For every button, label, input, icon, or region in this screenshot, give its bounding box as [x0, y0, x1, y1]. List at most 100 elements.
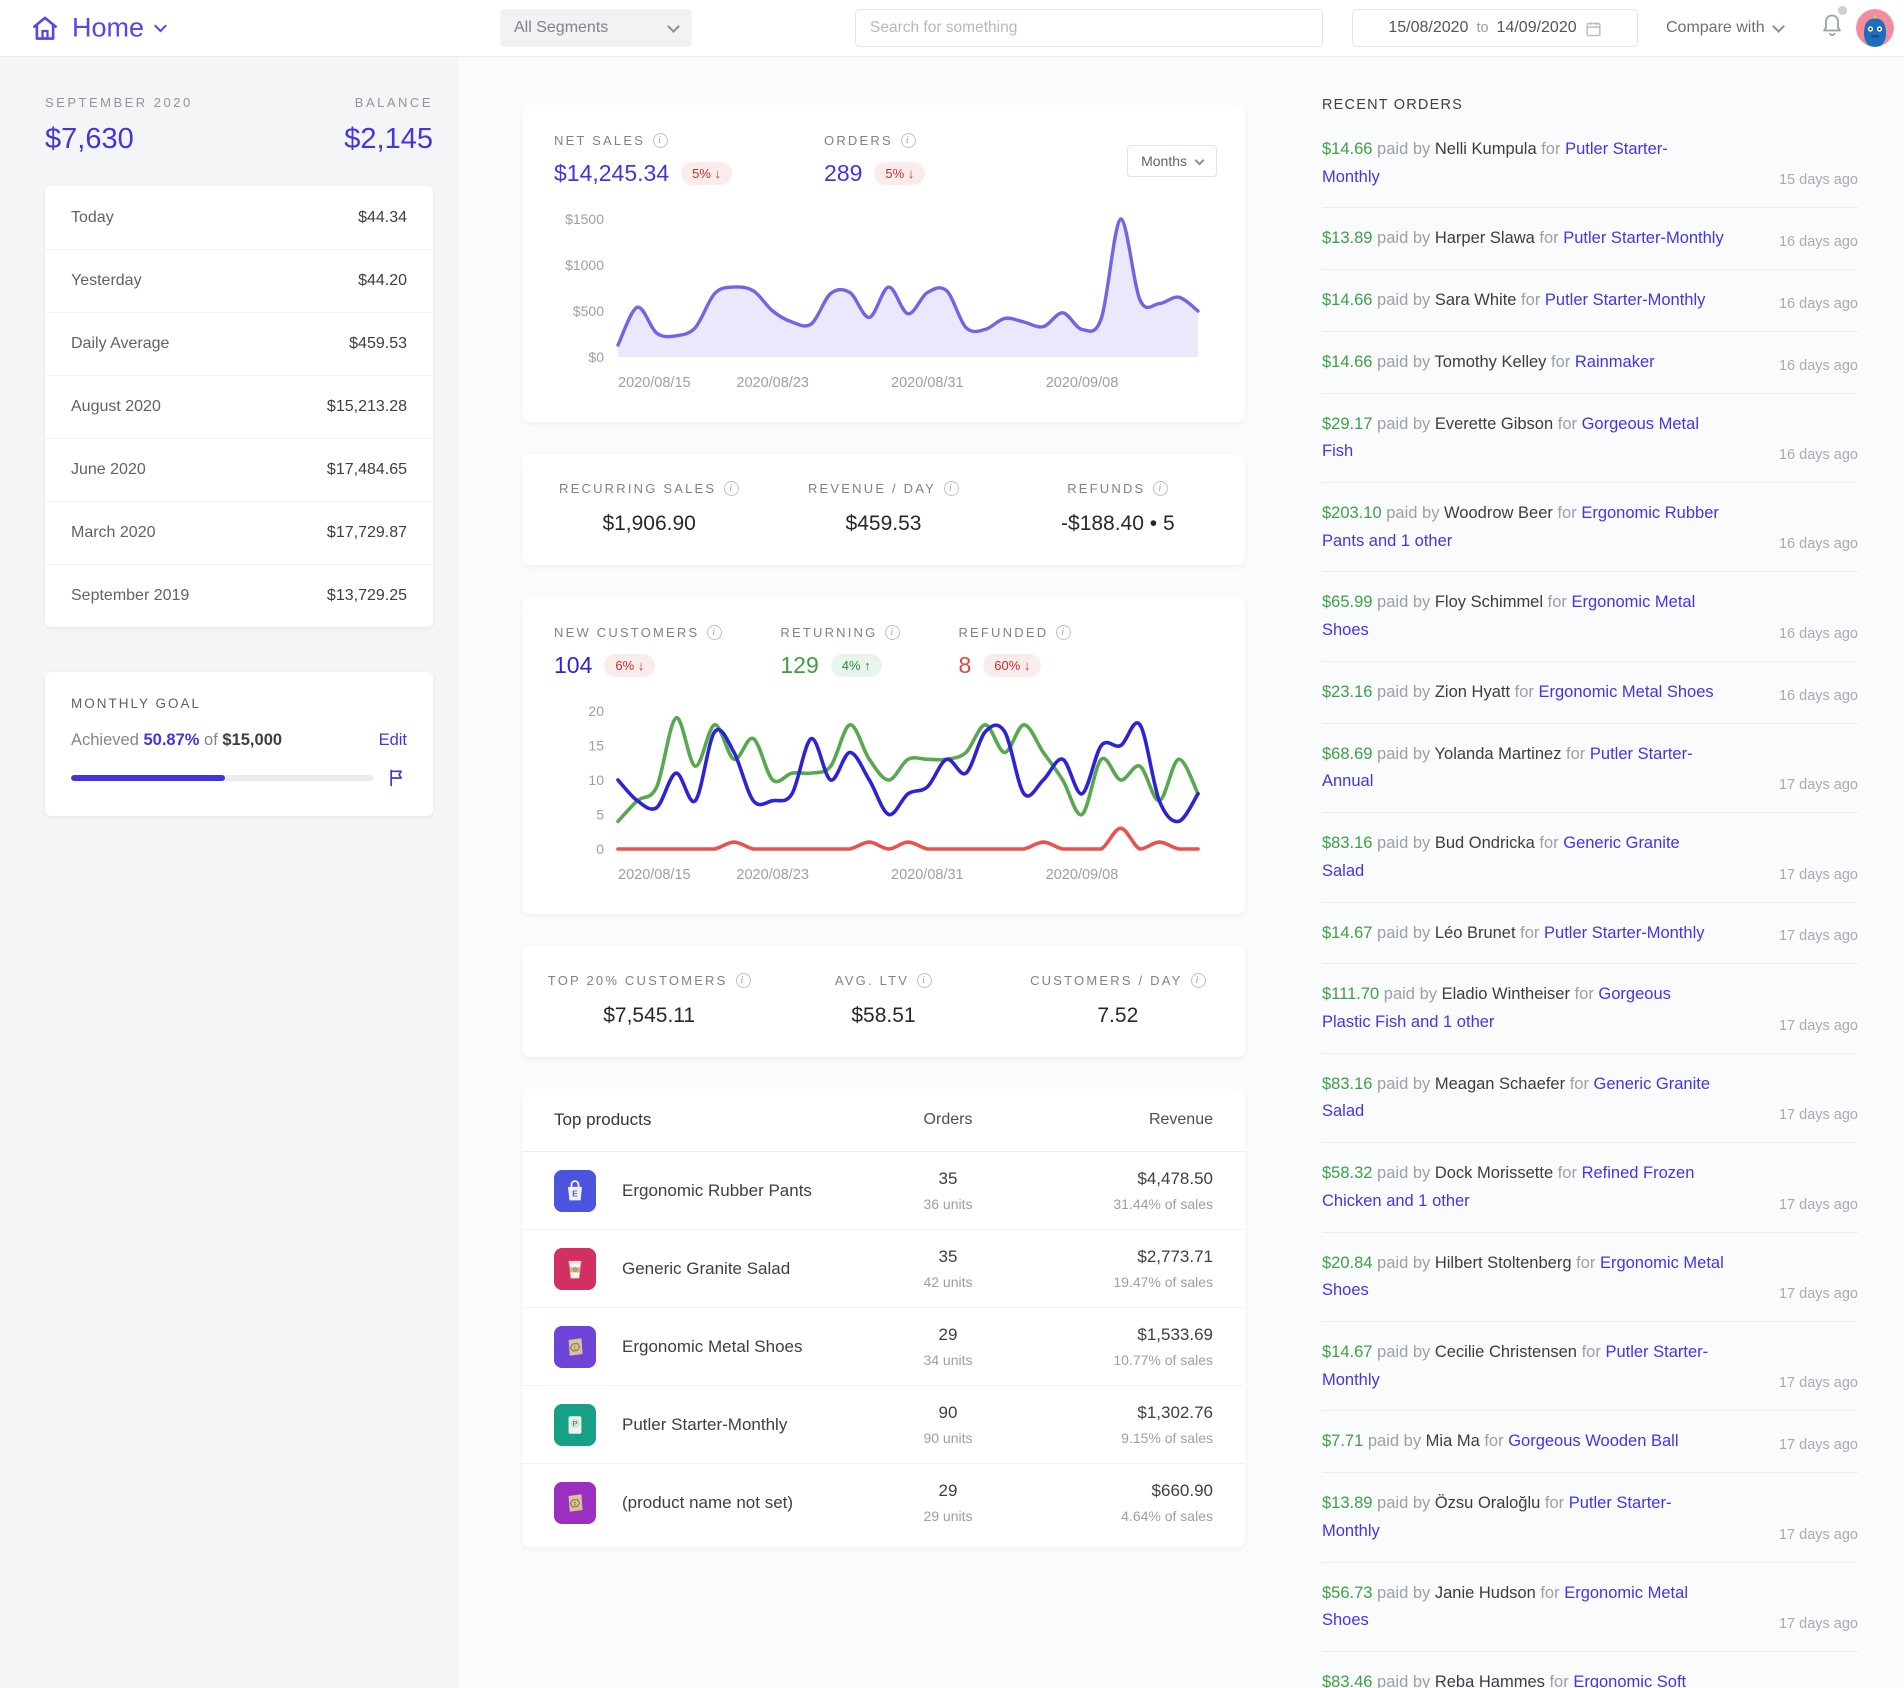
compare-with-menu[interactable]: Compare with	[1666, 19, 1785, 37]
order-product-link[interactable]: Ergonomic Soft Chicken	[1573, 1673, 1687, 1688]
home-menu[interactable]: Home	[30, 13, 167, 44]
order-customer: Harper Slawa	[1434, 229, 1535, 248]
avatar-monster-icon	[1856, 9, 1894, 47]
order-product-link[interactable]: Refined Frozen Chicken and 1 other	[1322, 1164, 1695, 1210]
order-time: 16 days ago	[1778, 295, 1858, 312]
for-word: for	[1544, 1673, 1574, 1688]
x-axis-tick: 2020/08/15	[618, 375, 691, 391]
top-customers-stat: TOP 20% CUSTOMERS $7,545.11	[532, 973, 766, 1028]
order-product-link[interactable]: Putler Starter-Monthly	[1322, 140, 1668, 186]
notifications-button[interactable]	[1820, 13, 1844, 44]
order-product-link[interactable]: Gorgeous Wooden Ball	[1508, 1432, 1679, 1451]
order-time: 17 days ago	[1778, 1107, 1858, 1124]
product-image: P	[554, 1403, 596, 1446]
order-customer: Hilbert Stoltenberg	[1434, 1253, 1572, 1272]
stat-value: $15,213.28	[326, 398, 407, 415]
info-icon[interactable]	[735, 973, 751, 988]
order-amount: $83.46	[1322, 1673, 1373, 1688]
product-row[interactable]: G Generic Granite Salad 35 42 units $2,773.7…	[522, 1230, 1245, 1308]
info-icon[interactable]	[1153, 481, 1169, 496]
customer-stats-card: TOP 20% CUSTOMERS $7,545.11 AVG. LTV $58…	[522, 946, 1245, 1057]
for-word: for	[1569, 985, 1599, 1004]
order-product-link[interactable]: Ergonomic Rubber Pants and 1 other	[1322, 504, 1719, 550]
order-product-link[interactable]: Putler Starter-Monthly	[1544, 291, 1706, 310]
info-icon[interactable]	[653, 133, 669, 148]
main-column: NET SALES $14,245.34 5% ↓ ORDERS 289	[522, 57, 1245, 1579]
order-product-link[interactable]: Generic Granite Salad	[1322, 1074, 1711, 1121]
revenue-per-day-label: REVENUE / DAY	[807, 481, 937, 496]
order-description: $56.73 paid by Janie Hudson for Ergonomi…	[1322, 1580, 1724, 1635]
product-row[interactable]: P Putler Starter-Monthly 90 90 units $1,302.…	[522, 1386, 1245, 1464]
stat-value: $44.20	[358, 272, 407, 289]
y-axis-tick: $1500	[565, 211, 604, 227]
info-icon[interactable]	[885, 625, 901, 640]
info-icon[interactable]	[917, 973, 933, 988]
monthly-goal-title: MONTHLY GOAL	[71, 696, 202, 711]
order-product-link[interactable]: Generic Granite Salad	[1322, 834, 1680, 880]
order-description: $23.16 paid by Zion Hyatt for Ergonomic …	[1322, 679, 1724, 707]
order-product-link[interactable]: Putler Starter-Monthly	[1322, 1342, 1709, 1389]
info-icon[interactable]	[900, 133, 916, 148]
for-word: for	[1479, 1432, 1509, 1451]
order-product-link[interactable]: Rainmaker	[1574, 352, 1655, 371]
order-time: 17 days ago	[1778, 928, 1858, 945]
order-customer: Eladio Wintheiser	[1441, 985, 1570, 1004]
info-icon[interactable]	[724, 481, 740, 496]
order-row: $65.99 paid by Floy Schimmel for Ergonom…	[1322, 572, 1858, 662]
for-word: for	[1561, 744, 1590, 763]
product-row[interactable]: ¢ (product name not set) 29 29 units $660.90…	[522, 1464, 1245, 1541]
order-customer: Tomothy Kelley	[1434, 352, 1547, 371]
customers-per-day-label: CUSTOMERS / DAY	[1030, 973, 1183, 988]
info-icon[interactable]	[707, 625, 723, 640]
goal-progress-fill	[71, 775, 225, 781]
order-row: $13.89 paid by Harper Slawa for Putler S…	[1322, 208, 1858, 271]
order-product-link[interactable]: Gorgeous Metal Fish	[1322, 414, 1699, 461]
stat-label: September 2019	[71, 587, 190, 604]
chevron-down-icon	[1194, 155, 1205, 165]
sidebar-stat-row: September 2019 $13,729.25	[45, 564, 433, 627]
product-row[interactable]: E Ergonomic Rubber Pants 35 36 units $4,478.…	[522, 1152, 1245, 1230]
paid-by-word: paid by	[1372, 593, 1435, 612]
search-input[interactable]	[856, 10, 1322, 46]
info-icon[interactable]	[1056, 625, 1072, 640]
order-amount: $203.10	[1322, 504, 1382, 523]
date-range-picker[interactable]: 15/08/2020 to 14/09/2020	[1352, 9, 1638, 47]
product-revenue: $4,478.50	[1137, 1169, 1213, 1188]
period-selector[interactable]: Months	[1127, 145, 1217, 177]
order-product-link[interactable]: Ergonomic Metal Shoes	[1538, 682, 1714, 701]
for-word: for	[1543, 593, 1572, 612]
order-amount: $111.70	[1322, 985, 1380, 1004]
bell-icon	[1823, 14, 1841, 37]
order-product-link[interactable]: Ergonomic Metal Shoes	[1322, 1583, 1688, 1630]
order-product-link[interactable]: Ergonomic Metal Shoes	[1322, 593, 1696, 640]
order-product-link[interactable]: Putler Starter-Annual	[1322, 744, 1693, 791]
product-name: (product name not set)	[622, 1492, 794, 1512]
order-customer: Everette Gibson	[1434, 414, 1554, 433]
sales-stats-card: RECURRING SALES $1,906.90 REVENUE / DAY …	[522, 454, 1245, 565]
order-product-link[interactable]: Putler Starter-Monthly	[1544, 923, 1705, 942]
order-time: 17 days ago	[1778, 866, 1858, 883]
refunded-customers-line	[616, 826, 1200, 851]
order-time: 16 days ago	[1778, 447, 1858, 464]
order-time: 16 days ago	[1778, 536, 1858, 553]
segments-dropdown[interactable]: All Segments	[500, 9, 692, 47]
order-product-link[interactable]: Putler Starter-Monthly	[1322, 1494, 1672, 1540]
current-month-value: $7,630	[45, 123, 134, 155]
for-word: for	[1536, 140, 1566, 158]
y-axis-tick: 15	[588, 738, 604, 754]
info-icon[interactable]	[1190, 973, 1206, 988]
product-orders-cell: 29 29 units	[873, 1481, 1023, 1524]
period-stats-card: Today $44.34 Yesterday $44.20 Daily Average $…	[45, 186, 433, 627]
product-row[interactable]: £ Ergonomic Metal Shoes 29 34 units $1,533.6…	[522, 1308, 1245, 1386]
order-product-link[interactable]: Gorgeous Plastic Fish and 1 other	[1322, 985, 1671, 1031]
order-product-link[interactable]: Ergonomic Metal Shoes	[1322, 1253, 1724, 1300]
edit-goal-link[interactable]: Edit	[378, 731, 407, 749]
info-icon[interactable]	[944, 481, 960, 496]
order-customer: Janie Hudson	[1434, 1583, 1536, 1602]
order-product-link[interactable]: Putler Starter-Monthly	[1563, 229, 1724, 248]
flag-icon[interactable]	[387, 768, 407, 788]
sidebar-stat-row: August 2020 $15,213.28	[45, 375, 433, 438]
user-avatar[interactable]	[1856, 9, 1894, 47]
order-amount: $83.16	[1322, 834, 1373, 853]
product-revenue-cell: $2,773.71 19.47% of sales	[1023, 1247, 1213, 1290]
